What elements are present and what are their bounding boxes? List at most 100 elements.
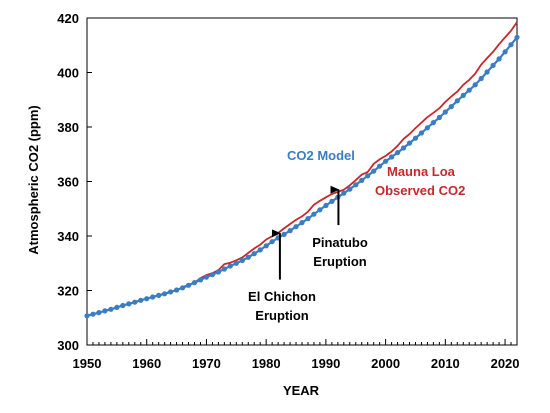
co2-model-point [168, 289, 174, 295]
x-tick-label: 1950 [73, 356, 102, 371]
series-label: Observed CO2 [375, 183, 465, 198]
co2-model-point [383, 158, 389, 164]
co2-model-point [472, 82, 478, 88]
x-tick-label: 1960 [132, 356, 161, 371]
co2-model-point [436, 114, 442, 121]
co2-model-point [132, 299, 138, 305]
co2-model-point [347, 186, 353, 192]
y-tick-label: 320 [57, 284, 79, 299]
y-axis-title: Atmospheric CO2 (ppm) [26, 105, 41, 255]
co2-model-point [227, 263, 233, 269]
co2-model-point [126, 301, 132, 307]
co2-model-point [156, 292, 162, 298]
co2-model-point [203, 274, 209, 280]
co2-model-point [114, 304, 120, 310]
co2-model-point [406, 140, 413, 146]
co2-model-point [245, 254, 251, 260]
co2-model-point [514, 34, 520, 40]
co2-model-point [323, 202, 329, 209]
axes: 300 320 340 360 380 400 420 1950 1960 1970 1980 199… [57, 11, 519, 371]
co2-model-point [466, 87, 472, 93]
co2-model-point [180, 285, 186, 291]
co2-model-point [448, 104, 454, 110]
series-label: Mauna Loa [387, 164, 456, 179]
co2-model-point [341, 190, 347, 196]
x-tick-label: 2020 [491, 356, 520, 371]
co2-model-point [389, 154, 395, 160]
co2-model-point [120, 302, 126, 309]
y-tick-label: 420 [57, 11, 79, 26]
co2-model-point [490, 62, 496, 68]
co2-model-point [102, 308, 108, 314]
co2-model-point [496, 56, 502, 62]
co2-model-point [269, 239, 275, 245]
co2-model-point [460, 92, 466, 98]
co2-model-point [424, 125, 430, 131]
el-chichon-label: Eruption [255, 308, 308, 323]
co2-model-point [484, 69, 490, 75]
co2-model-point [359, 177, 365, 183]
co2-model-point [185, 282, 192, 288]
co2-model-point [377, 163, 383, 169]
co2-model-point [239, 257, 245, 264]
co2-model-point [197, 277, 204, 283]
co2-model-point [174, 287, 180, 293]
co2-model-point [353, 182, 359, 188]
co2-model-point [442, 109, 448, 115]
pinatubo-label: Pinatubo [312, 235, 368, 250]
co2-model-point [144, 296, 150, 302]
x-tick-label: 1990 [311, 356, 340, 371]
co2-model-point [215, 269, 221, 275]
co2-model-point [138, 297, 144, 303]
series-label: CO2 Model [287, 148, 355, 163]
co2-model-point [293, 224, 299, 230]
el-chichon-label: El Chichon [248, 289, 316, 304]
x-tick-label: 1980 [252, 356, 281, 371]
co2-model-point [412, 135, 419, 141]
co2-model-point [395, 150, 401, 156]
co2-model-point [221, 266, 227, 272]
co2-model-point [305, 216, 311, 222]
co2-model-point [508, 42, 514, 48]
co2-model-point [150, 294, 156, 300]
co2-model-point [90, 311, 96, 317]
co2-model-point [191, 280, 198, 286]
co2-model-point [430, 120, 436, 126]
pinatubo-label: Eruption [313, 254, 366, 269]
co2-model-point [108, 306, 114, 312]
y-tick-label: 300 [57, 338, 79, 353]
co2-model-point [478, 75, 484, 82]
y-tick-label: 340 [57, 229, 79, 244]
co2-model-point [263, 243, 269, 249]
co2-model-point [96, 310, 102, 316]
co2-model-point [251, 251, 257, 257]
series-layer [84, 21, 520, 319]
x-tick-label: 2000 [371, 356, 400, 371]
co2-model-point [418, 130, 424, 136]
x-tick-label: 1970 [192, 356, 221, 371]
x-tick-label: 2010 [431, 356, 460, 371]
co2-model-point [371, 168, 377, 174]
co2-model-point [233, 260, 239, 266]
co2-model-point [281, 231, 287, 237]
co2-model-point [162, 291, 168, 297]
co2-model-point [317, 207, 323, 213]
co2-model-point [454, 98, 460, 104]
co2-model-point [287, 228, 293, 234]
co2-model-point [400, 145, 407, 151]
y-tick-label: 400 [57, 66, 79, 81]
co2-model-point [365, 173, 371, 179]
co2-model-point [311, 211, 317, 217]
co2-model-point [209, 272, 215, 278]
y-tick-label: 360 [57, 175, 79, 190]
co2-model-point [329, 198, 335, 204]
y-tick-label: 380 [57, 120, 79, 135]
co2-model-point [299, 220, 305, 226]
co2-model-point [257, 247, 263, 253]
co2-model-point [84, 313, 90, 319]
x-axis-title: YEAR [283, 383, 320, 398]
co2-model-point [502, 49, 508, 55]
annotations: CO2 Model Mauna Loa Observed CO2 El Chichon… [248, 148, 465, 323]
